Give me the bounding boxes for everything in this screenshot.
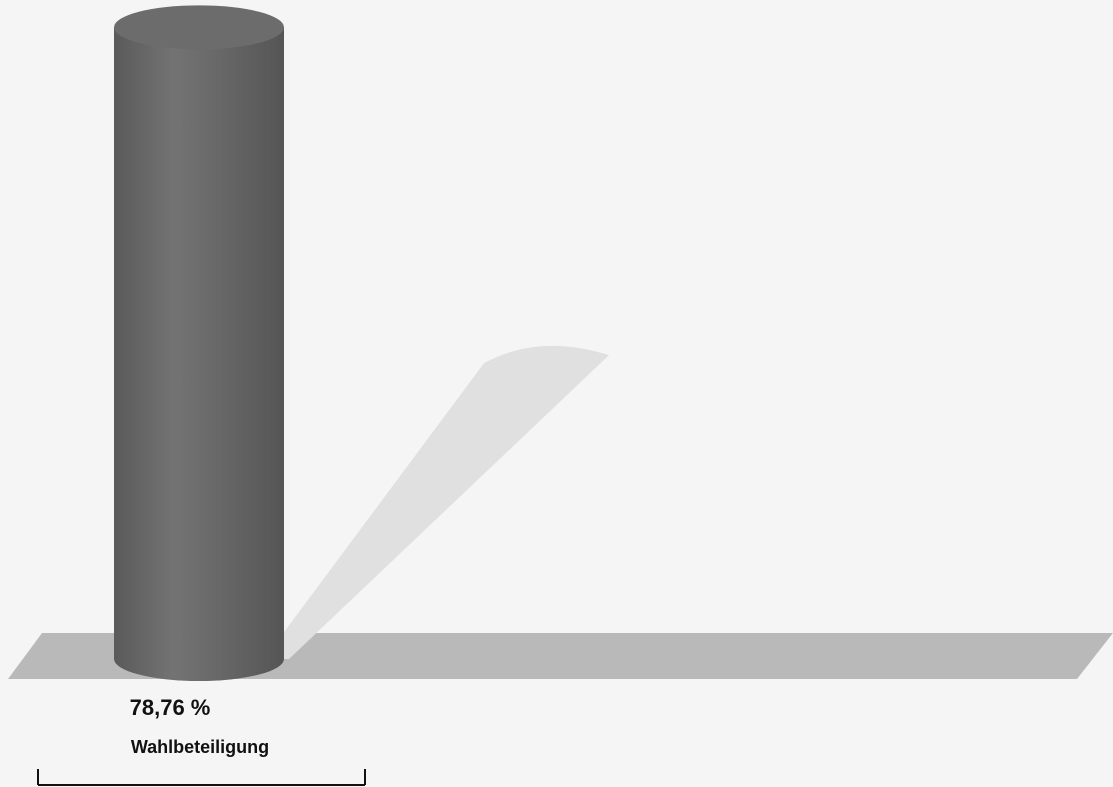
bar-shadow [264,345,609,659]
category-bracket [37,769,366,786]
bar-wahlbeteiligung [114,5,284,681]
bar-body [114,27,284,660]
bar-bottom [114,637,284,681]
bar-top [114,5,284,50]
category-label: Wahlbeteiligung [130,737,270,757]
bar-value-label: 78,76 % [129,695,211,720]
